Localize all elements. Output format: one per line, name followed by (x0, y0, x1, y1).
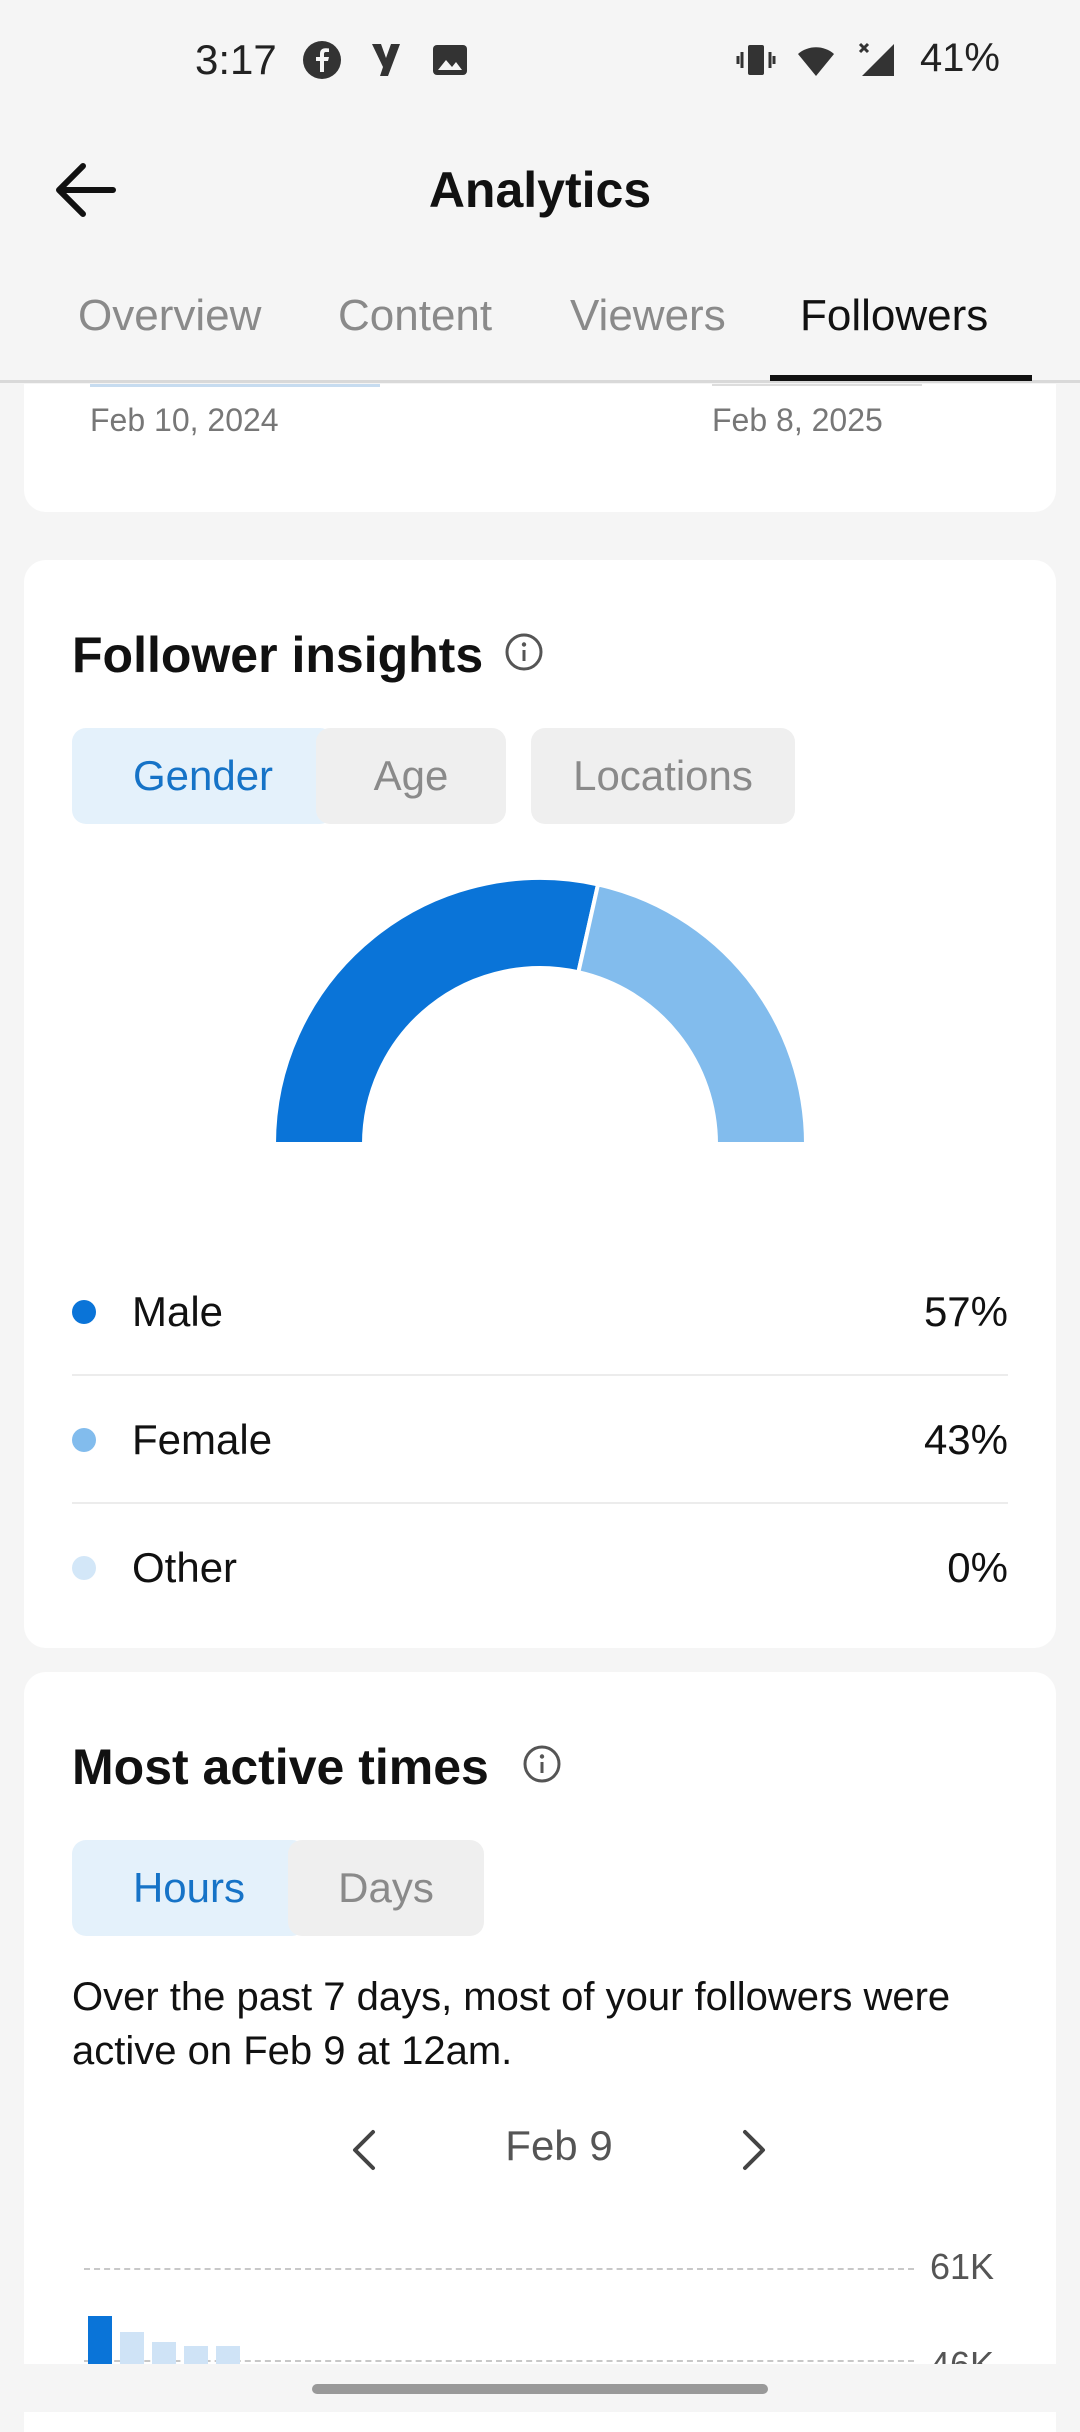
chevron-right-icon (743, 2130, 765, 2170)
chip-hours[interactable]: Hours (72, 1840, 306, 1936)
status-time: 3:17 (195, 36, 277, 83)
hour-bar (152, 2342, 176, 2364)
current-day-label: Feb 9 (505, 2122, 613, 2169)
chart-line-hint (90, 384, 380, 387)
hour-bar (120, 2332, 144, 2364)
chart-gridline (84, 2268, 914, 2270)
divider (72, 1374, 1008, 1376)
legend-label-other: Other (132, 1544, 238, 1591)
legend-row-female: Female 43% (72, 1376, 1008, 1504)
page-title: Analytics (428, 162, 652, 218)
app-header: Analytics (0, 125, 1080, 255)
most-active-times-card: Most active times Hours Days Over the pa… (24, 1672, 1056, 2432)
tab-content[interactable]: Content (338, 291, 493, 340)
most-active-summary: Over the past 7 days, most of your follo… (72, 1975, 951, 2073)
legend-row-other: Other 0% (72, 1504, 1008, 1632)
wifi-icon (798, 47, 834, 76)
chart-line-hint (712, 384, 922, 386)
tab-followers[interactable]: Followers (800, 291, 989, 340)
date-range-card: Feb 10, 2024 Feb 8, 2025 (24, 384, 1056, 512)
gauge-segment-female (576, 882, 809, 1146)
legend-dot-female (72, 1428, 96, 1452)
follower-insights-title: Follower insights (72, 627, 484, 683)
active-tab-indicator (770, 375, 1032, 381)
tab-overview[interactable]: Overview (78, 291, 262, 340)
signal-icon (858, 42, 894, 76)
vibrate-icon (736, 45, 776, 75)
prev-day-button[interactable] (324, 2120, 404, 2180)
tab-viewers[interactable]: Viewers (570, 291, 726, 340)
facebook-icon (303, 41, 341, 79)
next-day-button[interactable] (714, 2120, 794, 2180)
status-bar: 3:17 41% (0, 0, 1080, 125)
tab-bar: Overview Content Viewers Followers (0, 255, 1080, 383)
y-tick-label: 61K (930, 2246, 995, 2287)
info-icon[interactable] (504, 632, 544, 672)
hour-bar (88, 2316, 112, 2364)
legend-value-other: 0% (947, 1544, 1008, 1591)
legend-value-male: 57% (923, 1288, 1008, 1335)
follower-insights-card: Follower insights Gender Age Locations M… (24, 560, 1056, 1648)
legend-value-female: 43% (923, 1416, 1008, 1463)
legend-label-female: Female (132, 1416, 273, 1463)
home-indicator[interactable] (312, 2384, 768, 2394)
legend-label-male: Male (132, 1288, 224, 1335)
hour-bar (184, 2346, 208, 2364)
gender-gauge-chart (271, 878, 809, 1146)
chip-days[interactable]: Days (288, 1840, 484, 1936)
image-icon (433, 45, 467, 75)
chart-gridline (84, 2360, 914, 2362)
app-y-icon (372, 44, 400, 76)
legend-dot-other (72, 1556, 96, 1580)
battery-percent: 41% (919, 36, 1000, 80)
date-range-start: Feb 10, 2024 (90, 402, 279, 438)
gauge-segment-male (271, 878, 601, 1146)
most-active-title: Most active times (72, 1739, 489, 1795)
legend-dot-male (72, 1300, 96, 1324)
hour-bar (216, 2346, 240, 2364)
chip-locations[interactable]: Locations (531, 728, 795, 824)
chevron-left-icon (353, 2130, 375, 2170)
legend-row-male: Male 57% (72, 1248, 1008, 1376)
chip-age[interactable]: Age (316, 728, 506, 824)
chip-gender[interactable]: Gender (72, 728, 334, 824)
info-icon[interactable] (522, 1744, 562, 1784)
arrow-left-icon (56, 163, 116, 217)
divider (72, 1502, 1008, 1504)
back-button[interactable] (40, 155, 130, 225)
date-range-end: Feb 8, 2025 (712, 402, 883, 438)
